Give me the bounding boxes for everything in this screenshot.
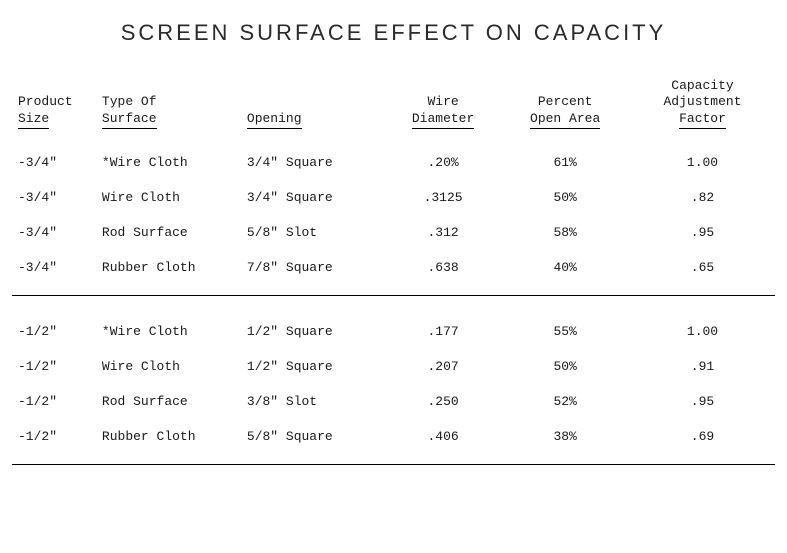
cell-type: Wire Cloth	[96, 349, 241, 384]
cell-area: 50%	[500, 349, 630, 384]
cell-open: 7/8" Square	[241, 250, 386, 285]
hdr-line: Surface	[102, 111, 157, 129]
cell-area: 52%	[500, 384, 630, 419]
col-header-capacity-factor: CapacityAdjustment Factor	[630, 74, 775, 135]
table-row: -1/2" Rod Surface 3/8" Slot .250 52% .95	[12, 384, 775, 419]
group-separator	[12, 295, 775, 304]
cell-factor: 1.00	[630, 314, 775, 349]
hdr-line: Open Area	[530, 111, 600, 129]
cell-open: 1/2" Square	[241, 349, 386, 384]
hdr-line: Size	[18, 111, 49, 129]
cell-type: Rod Surface	[96, 215, 241, 250]
cell-factor: .69	[630, 419, 775, 454]
cell-area: 58%	[500, 215, 630, 250]
hdr-line: Adjustment	[663, 94, 741, 109]
col-header-opening: Opening	[241, 74, 386, 135]
table-row: -3/4" Rod Surface 5/8" Slot .312 58% .95	[12, 215, 775, 250]
cell-open: 1/2" Square	[241, 314, 386, 349]
cell-type: Rod Surface	[96, 384, 241, 419]
hdr-line: Percent	[538, 94, 593, 109]
cell-size: -1/2"	[12, 314, 96, 349]
cell-size: -1/2"	[12, 419, 96, 454]
col-header-percent-open: Percent Open Area	[500, 74, 630, 135]
table-row: -1/2" Wire Cloth 1/2" Square .207 50% .9…	[12, 349, 775, 384]
cell-dia: .20%	[386, 145, 500, 180]
cell-size: -1/2"	[12, 349, 96, 384]
hdr-line: Factor	[679, 111, 726, 129]
hdr-line: Type Of	[102, 94, 157, 109]
table-header-row: Product Size Type Of Surface Opening Wire D…	[12, 74, 775, 135]
hdr-line: Capacity	[671, 78, 733, 93]
cell-open: 3/4" Square	[241, 180, 386, 215]
cell-open: 5/8" Square	[241, 419, 386, 454]
cell-open: 3/8" Slot	[241, 384, 386, 419]
cell-size: -3/4"	[12, 215, 96, 250]
cell-dia: .406	[386, 419, 500, 454]
cell-dia: .250	[386, 384, 500, 419]
cell-size: -1/2"	[12, 384, 96, 419]
col-header-wire-diameter: Wire Diameter	[386, 74, 500, 135]
hdr-line: Product	[18, 94, 73, 109]
cell-size: -3/4"	[12, 180, 96, 215]
table-row: -1/2" Rubber Cloth 5/8" Square .406 38% …	[12, 419, 775, 454]
cell-type: Rubber Cloth	[96, 250, 241, 285]
cell-type: Wire Cloth	[96, 180, 241, 215]
group-separator	[12, 464, 775, 473]
cell-type: *Wire Cloth	[96, 314, 241, 349]
cell-factor: .82	[630, 180, 775, 215]
hdr-line: Opening	[247, 111, 302, 129]
cell-dia: .312	[386, 215, 500, 250]
cell-dia: .3125	[386, 180, 500, 215]
capacity-table: Product Size Type Of Surface Opening Wire D…	[12, 74, 775, 473]
cell-factor: .91	[630, 349, 775, 384]
cell-area: 38%	[500, 419, 630, 454]
table-row: -3/4" Wire Cloth 3/4" Square .3125 50% .…	[12, 180, 775, 215]
cell-area: 50%	[500, 180, 630, 215]
cell-factor: .95	[630, 215, 775, 250]
hdr-line: Diameter	[412, 111, 474, 129]
cell-type: Rubber Cloth	[96, 419, 241, 454]
cell-factor: 1.00	[630, 145, 775, 180]
table-row: -3/4" Rubber Cloth 7/8" Square .638 40% …	[12, 250, 775, 285]
cell-dia: .207	[386, 349, 500, 384]
table-row: -1/2" *Wire Cloth 1/2" Square .177 55% 1…	[12, 314, 775, 349]
cell-area: 61%	[500, 145, 630, 180]
cell-type: *Wire Cloth	[96, 145, 241, 180]
cell-factor: .65	[630, 250, 775, 285]
cell-open: 3/4" Square	[241, 145, 386, 180]
col-header-surface-type: Type Of Surface	[96, 74, 241, 135]
table-body: -3/4" *Wire Cloth 3/4" Square .20% 61% 1…	[12, 135, 775, 473]
page-title: SCREEN SURFACE EFFECT ON CAPACITY	[12, 20, 775, 46]
cell-factor: .95	[630, 384, 775, 419]
cell-area: 55%	[500, 314, 630, 349]
cell-open: 5/8" Slot	[241, 215, 386, 250]
cell-area: 40%	[500, 250, 630, 285]
cell-size: -3/4"	[12, 250, 96, 285]
table-row: -3/4" *Wire Cloth 3/4" Square .20% 61% 1…	[12, 145, 775, 180]
hdr-line: Wire	[427, 94, 458, 109]
cell-dia: .177	[386, 314, 500, 349]
cell-size: -3/4"	[12, 145, 96, 180]
cell-dia: .638	[386, 250, 500, 285]
col-header-product-size: Product Size	[12, 74, 96, 135]
